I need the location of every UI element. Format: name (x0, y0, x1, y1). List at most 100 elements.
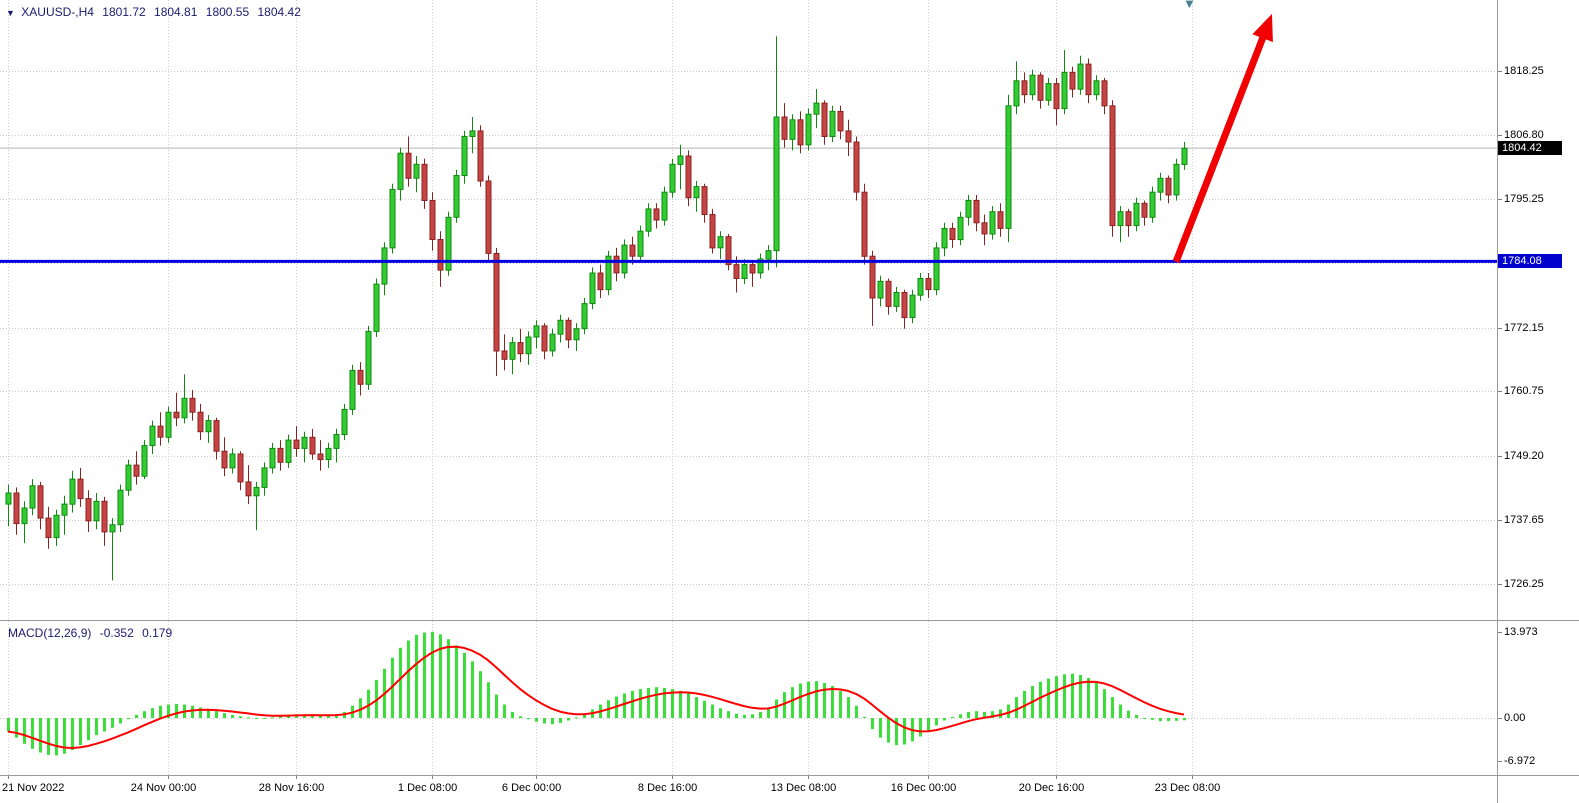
candle-body-bull (61, 503, 68, 516)
trend-arrow-head[interactable] (1252, 13, 1273, 43)
macd-histogram-bar (863, 716, 866, 718)
macd-axis-tick (1498, 718, 1502, 719)
candle-body-bull (181, 397, 188, 419)
macd-axis-tick (1498, 761, 1502, 762)
ohlc-open: 1801.72 (102, 5, 146, 19)
macd-histogram-bar (543, 718, 546, 724)
candle-body-bear (437, 239, 444, 271)
candle-body-bear (501, 350, 508, 360)
price-axis-label: 1749.20 (1504, 449, 1544, 462)
candle-body-bear (981, 222, 988, 235)
candle-body-bear (213, 420, 220, 452)
macd-histogram-bar (311, 714, 314, 718)
candle-body-bull (397, 152, 404, 190)
macd-histogram-bar (1175, 718, 1178, 721)
candle-body-bull (261, 467, 268, 488)
candle-body-bull (373, 283, 380, 332)
macd-histogram-bar (231, 714, 234, 718)
time-axis-label: 6 Dec 00:00 (501, 782, 562, 794)
candle-body-bear (485, 180, 492, 254)
candle-body-bear (861, 191, 868, 257)
candle-body-bull (1093, 80, 1100, 96)
candle-body-bear (885, 280, 892, 307)
macd-histogram-bar (927, 718, 930, 731)
candle-body-bear (1165, 177, 1172, 196)
macd-histogram-bar (919, 718, 922, 737)
macd-histogram-bar (967, 711, 970, 719)
macd-histogram-bar (391, 657, 394, 718)
time-axis-tick (168, 775, 169, 779)
symbol-timeframe: XAUUSD-,H4 (21, 5, 94, 19)
candle-body-bull (757, 258, 764, 274)
candle-body-bear (733, 264, 740, 280)
time-axis-label: 21 Nov 2022 (2, 782, 65, 794)
candle-body-bull (301, 436, 308, 449)
macd-histogram-bar (1023, 690, 1026, 718)
time-axis[interactable]: 21 Nov 2022 24 Nov 00:00 28 Nov 16:00 1 Dec… (0, 775, 1497, 803)
macd-histogram-bar (687, 693, 690, 718)
macd-histogram-bar (119, 718, 122, 724)
candle-body-bull (645, 208, 652, 232)
candle-body-bull (557, 319, 564, 335)
macd-signal-line (7, 645, 1185, 749)
macd-histogram-bar (887, 718, 890, 743)
ohlc-close: 1804.42 (257, 5, 301, 19)
macd-histogram-bar (455, 645, 458, 718)
trend-arrow-shaft[interactable] (1172, 33, 1268, 264)
macd-histogram-bar (1047, 678, 1050, 718)
macd-histogram-bar (703, 700, 706, 718)
macd-histogram-bar (1055, 676, 1058, 719)
candle-body-bull (957, 216, 964, 241)
candle-body-bear (101, 500, 108, 533)
price-axis-tick (1498, 456, 1502, 457)
macd-histogram-bar (47, 718, 50, 755)
candle-body-bear (13, 492, 20, 525)
macd-histogram-bar (823, 682, 826, 718)
candle-body-bear (701, 186, 708, 216)
macd-histogram-bar (111, 718, 114, 728)
candle-body-bear (597, 272, 604, 291)
price-axis-label: 1760.75 (1504, 385, 1544, 398)
candle-body-bull (661, 191, 668, 221)
candle-body-bull (5, 492, 12, 505)
scroll-to-end-icon[interactable]: ▼ (1183, 0, 1196, 11)
candle-body-bear (685, 155, 692, 199)
candle-body-bear (37, 485, 44, 519)
macd-histogram-bar (239, 716, 242, 718)
candle-body-bear (853, 141, 860, 193)
time-axis-tick (672, 775, 673, 779)
time-axis-tick (1056, 775, 1057, 779)
symbol-dropdown-icon[interactable]: ▼ (6, 8, 15, 18)
candle-body-bull (637, 230, 644, 257)
macd-histogram-bar (511, 711, 514, 719)
macd-histogram-bar (951, 716, 954, 718)
price-axis[interactable]: 1818.25 1806.80 1795.25 1772.15 1760.75 1749.… (1497, 0, 1579, 803)
ohlc-low: 1800.55 (205, 5, 250, 19)
candle-body-bull (893, 292, 900, 307)
candle-body-bull (1005, 105, 1012, 229)
candle-body-bear (973, 200, 980, 224)
candle-body-bull (605, 255, 612, 291)
macd-histogram-bar (751, 714, 754, 718)
candle-body-bull (205, 420, 212, 433)
candle-body-bear (317, 453, 324, 461)
macd-histogram-bar (1151, 718, 1154, 720)
candle-body-bull (29, 485, 36, 509)
macd-histogram-bar (639, 689, 642, 718)
candle-body-bear (421, 163, 428, 202)
candle-body-bull (285, 439, 292, 463)
macd-histogram-bar (415, 634, 418, 718)
macd-histogram-bar (1087, 678, 1090, 718)
candle-body-bear (493, 253, 500, 352)
candle-body-bear (1037, 74, 1044, 101)
candle-body-bull (1157, 177, 1164, 193)
pane-separator[interactable] (0, 620, 1579, 621)
candle-body-bull (525, 336, 532, 355)
macd-histogram-bar (215, 711, 218, 718)
macd-histogram-bar (407, 640, 410, 718)
macd-histogram-bar (175, 703, 178, 719)
macd-histogram-bar (767, 708, 770, 718)
time-axis-label: 20 Dec 16:00 (1018, 782, 1085, 794)
